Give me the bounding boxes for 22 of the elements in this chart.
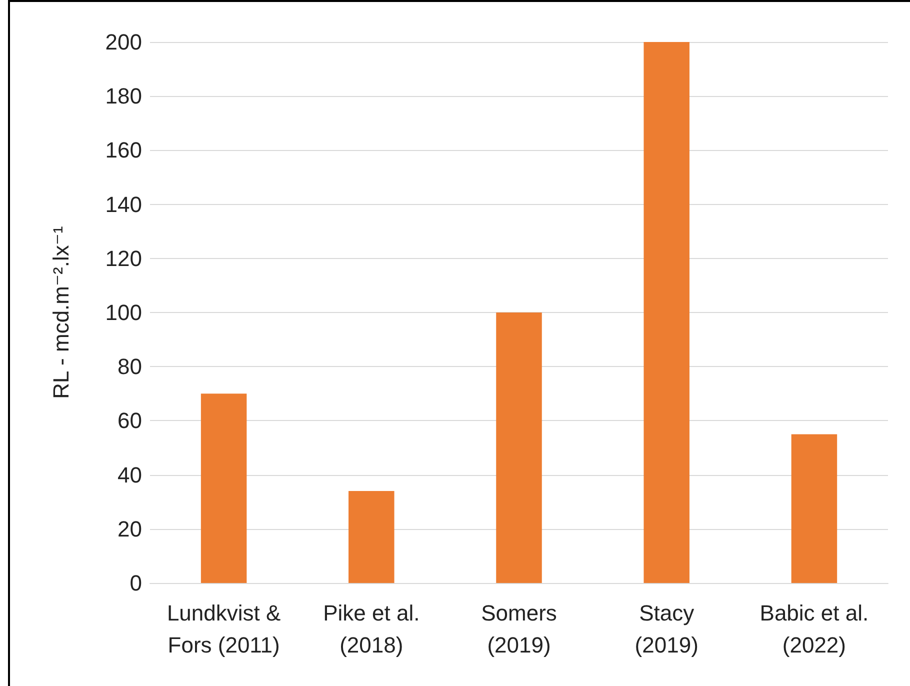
y-axis-title: RL - mcd.m⁻².lx⁻¹ [48, 226, 74, 399]
y-tick-label: 200 [105, 30, 142, 54]
bar [200, 394, 247, 583]
bar [348, 491, 394, 583]
y-tick-label: 140 [105, 192, 142, 217]
x-tick-label: Stacy (2019) [634, 600, 698, 658]
y-tick-label: 40 [118, 462, 142, 488]
x-tick-label: Pike et al. (2018) [323, 600, 420, 658]
x-tick-label: Somers (2019) [481, 600, 557, 658]
y-tick-label: 0 [130, 570, 142, 596]
y-tick-label: 80 [118, 354, 142, 380]
x-tick-label: Lundkvist & Fors (2011) [166, 600, 281, 658]
x-tick-label: Babic et al. (2022) [760, 600, 869, 658]
y-tick-label: 20 [118, 516, 142, 542]
y-tick-label: 120 [105, 246, 142, 271]
y-tick-label: 160 [105, 138, 142, 163]
bar [644, 42, 690, 583]
y-tick-label: 100 [105, 300, 142, 325]
bar [496, 312, 542, 583]
y-tick-label: 180 [105, 84, 142, 109]
bar [791, 434, 838, 583]
y-tick-label: 60 [118, 408, 142, 434]
